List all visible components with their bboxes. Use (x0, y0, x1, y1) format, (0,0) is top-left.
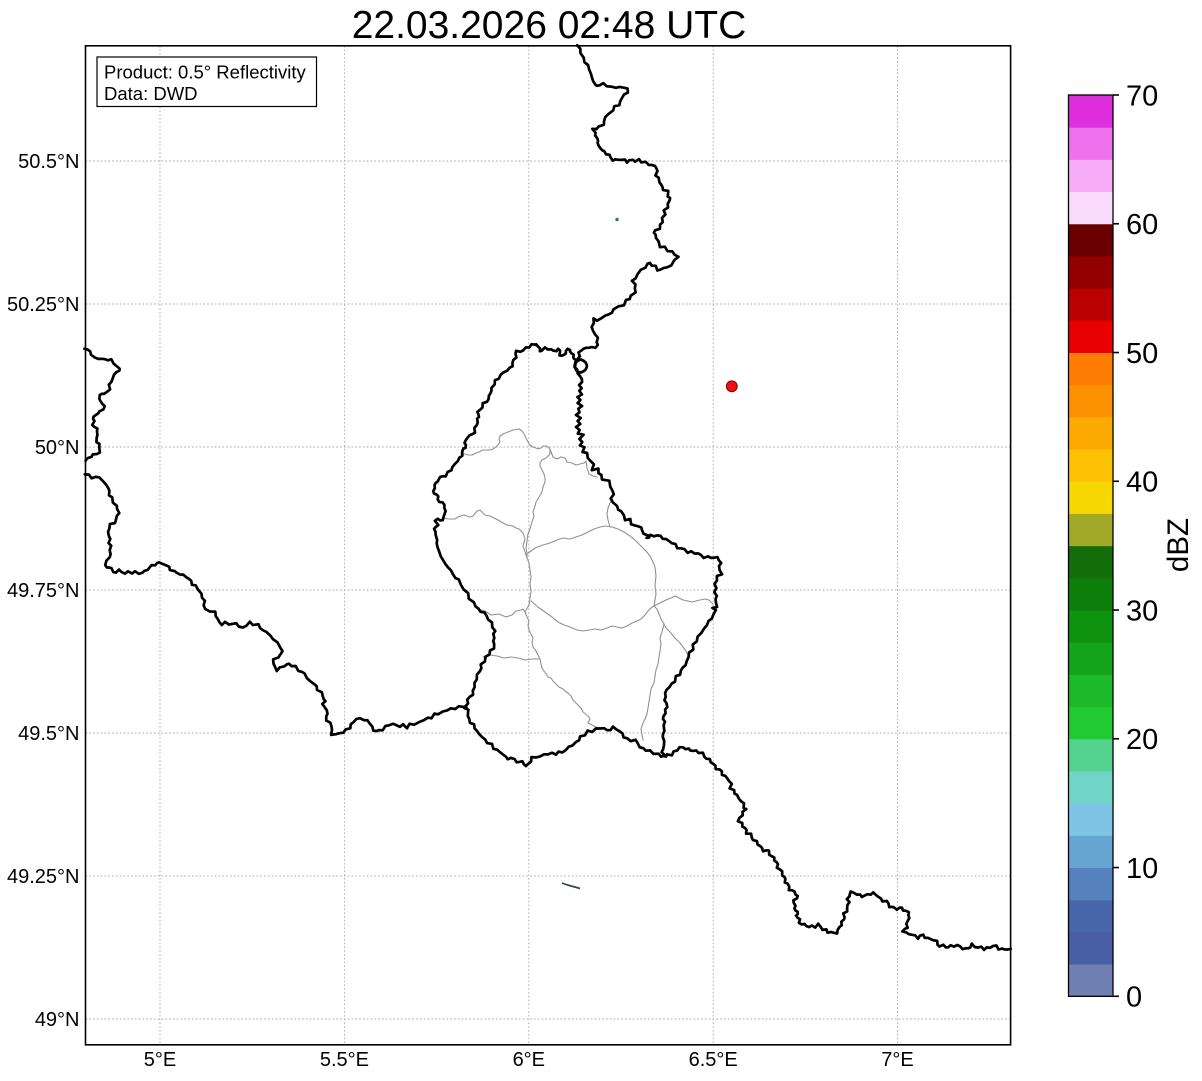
svg-text:49.25°N: 49.25°N (7, 866, 80, 888)
svg-text:Data: DWD: Data: DWD (104, 83, 198, 104)
svg-text:5.5°E: 5.5°E (320, 1049, 369, 1071)
svg-text:50.25°N: 50.25°N (7, 294, 80, 316)
svg-text:6.5°E: 6.5°E (689, 1049, 738, 1071)
svg-text:6°E: 6°E (513, 1049, 545, 1071)
svg-text:20: 20 (1126, 724, 1158, 756)
svg-text:50: 50 (1126, 338, 1158, 370)
svg-text:30: 30 (1126, 595, 1158, 627)
svg-text:70: 70 (1126, 80, 1158, 112)
svg-text:60: 60 (1126, 209, 1158, 241)
svg-text:50.5°N: 50.5°N (18, 151, 79, 173)
svg-text:7°E: 7°E (881, 1049, 913, 1071)
svg-text:40: 40 (1126, 467, 1158, 499)
svg-text:5°E: 5°E (144, 1049, 176, 1071)
svg-text:49°N: 49°N (35, 1009, 80, 1031)
svg-text:dBZ: dBZ (1162, 518, 1195, 572)
svg-text:49.75°N: 49.75°N (7, 580, 80, 602)
svg-text:0: 0 (1126, 982, 1142, 1014)
svg-text:22.03.2026 02:48 UTC: 22.03.2026 02:48 UTC (352, 4, 747, 47)
svg-text:Product: 0.5° Reflectivity: Product: 0.5° Reflectivity (104, 62, 306, 83)
svg-text:10: 10 (1126, 853, 1158, 885)
svg-text:49.5°N: 49.5°N (18, 723, 79, 745)
svg-text:50°N: 50°N (35, 437, 80, 459)
